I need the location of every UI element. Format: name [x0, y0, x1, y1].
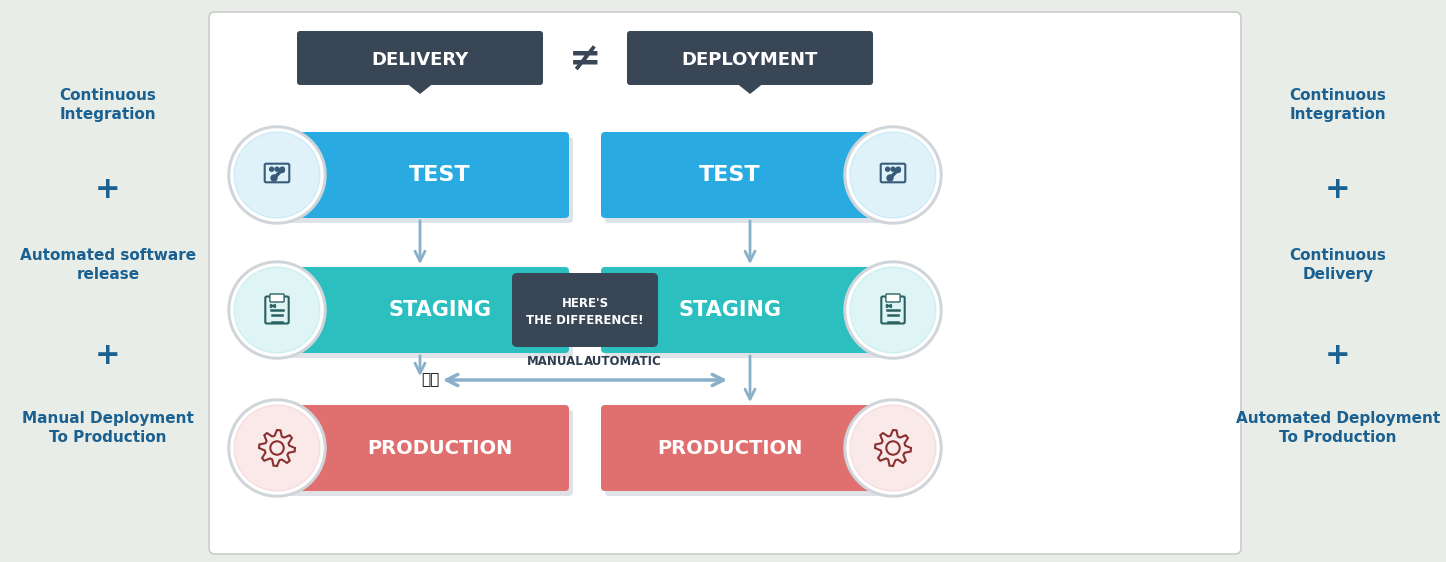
Text: DELIVERY: DELIVERY [372, 51, 469, 69]
Text: Manual Deployment
To Production: Manual Deployment To Production [22, 411, 194, 445]
Text: STAGING: STAGING [678, 300, 781, 320]
FancyBboxPatch shape [275, 137, 573, 223]
Circle shape [270, 175, 278, 181]
Circle shape [231, 402, 322, 494]
Text: Continuous
Integration: Continuous Integration [1290, 88, 1387, 122]
Circle shape [844, 399, 941, 497]
FancyBboxPatch shape [275, 272, 573, 358]
Text: +: + [95, 175, 121, 205]
FancyBboxPatch shape [602, 405, 899, 491]
Text: Automated Deployment
To Production: Automated Deployment To Production [1236, 411, 1440, 445]
FancyBboxPatch shape [270, 267, 568, 353]
Circle shape [231, 129, 322, 221]
Polygon shape [735, 82, 765, 94]
Circle shape [847, 402, 938, 494]
Circle shape [844, 261, 941, 359]
Circle shape [897, 167, 901, 171]
FancyBboxPatch shape [602, 267, 899, 353]
Text: MANUAL: MANUAL [526, 355, 583, 368]
FancyBboxPatch shape [604, 137, 902, 223]
Text: PRODUCTION: PRODUCTION [367, 438, 513, 457]
Polygon shape [405, 82, 435, 94]
Circle shape [234, 267, 320, 353]
Circle shape [850, 267, 936, 353]
FancyBboxPatch shape [270, 294, 283, 302]
Circle shape [844, 126, 941, 224]
Text: HERE'S
THE DIFFERENCE!: HERE'S THE DIFFERENCE! [526, 297, 643, 327]
FancyBboxPatch shape [602, 132, 899, 218]
Text: Continuous
Integration: Continuous Integration [59, 88, 156, 122]
Circle shape [228, 399, 325, 497]
FancyBboxPatch shape [210, 12, 1241, 554]
Circle shape [891, 167, 895, 171]
FancyBboxPatch shape [512, 273, 658, 347]
FancyBboxPatch shape [604, 410, 902, 496]
Circle shape [275, 167, 279, 171]
Text: STAGING: STAGING [389, 300, 492, 320]
Text: +: + [95, 341, 121, 369]
Text: +: + [1325, 341, 1351, 369]
Text: Automated software
release: Automated software release [20, 248, 197, 282]
FancyBboxPatch shape [296, 31, 544, 85]
Circle shape [850, 405, 936, 491]
Circle shape [234, 132, 320, 218]
Text: 🔑✊: 🔑✊ [421, 373, 440, 388]
Text: TEST: TEST [409, 165, 471, 185]
Text: DEPLOYMENT: DEPLOYMENT [683, 51, 818, 69]
FancyBboxPatch shape [270, 405, 568, 491]
Circle shape [234, 405, 320, 491]
Text: TEST: TEST [700, 165, 761, 185]
Circle shape [885, 167, 889, 171]
Circle shape [847, 264, 938, 356]
Circle shape [279, 167, 285, 173]
Circle shape [231, 264, 322, 356]
FancyBboxPatch shape [604, 272, 902, 358]
FancyBboxPatch shape [275, 410, 573, 496]
Circle shape [895, 167, 901, 173]
Text: AUTOMATIC: AUTOMATIC [584, 355, 662, 368]
Text: +: + [1325, 175, 1351, 205]
FancyBboxPatch shape [270, 132, 568, 218]
FancyBboxPatch shape [628, 31, 873, 85]
Circle shape [847, 129, 938, 221]
Text: ≠: ≠ [568, 41, 602, 79]
Circle shape [281, 167, 285, 171]
Circle shape [228, 126, 325, 224]
Circle shape [269, 167, 273, 171]
Circle shape [886, 175, 894, 181]
Circle shape [850, 132, 936, 218]
Text: PRODUCTION: PRODUCTION [658, 438, 803, 457]
Text: Continuous
Delivery: Continuous Delivery [1290, 248, 1387, 282]
FancyBboxPatch shape [886, 294, 899, 302]
Circle shape [228, 261, 325, 359]
